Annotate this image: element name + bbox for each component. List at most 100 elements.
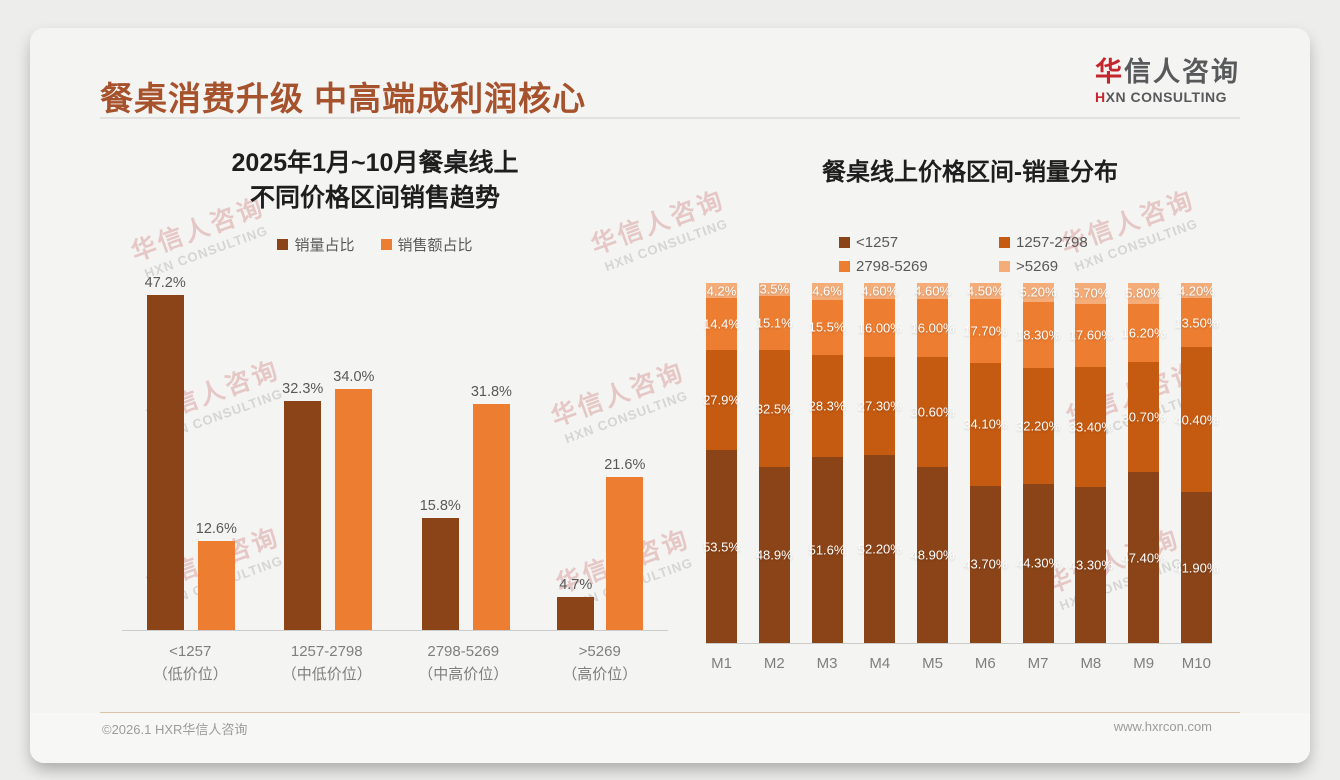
stacked-segment: 51.6%	[808, 457, 846, 643]
bar	[557, 596, 595, 630]
segment-value-label: 5.20%	[1019, 284, 1057, 300]
legend-swatch-dark-orange	[999, 237, 1010, 248]
segment-value-label: 4.60%	[914, 283, 951, 299]
bar-with-label: 47.2%	[145, 275, 186, 630]
legend-label: 销售额占比	[397, 237, 473, 254]
stacked-bar: 51.6% 28.3% 15.5% 4.6%	[808, 282, 846, 643]
segment-value-label: 4.20%	[1177, 283, 1215, 299]
month-label: M9	[1133, 655, 1155, 672]
footer-strip	[30, 713, 1310, 763]
stacked-segment: 15.5%	[808, 299, 846, 356]
stacked-bar: 43.30% 33.40% 17.60% 5.70%	[1069, 283, 1113, 643]
segment-value-label: 15.5%	[808, 319, 846, 335]
stacked-segment: 47.40%	[1122, 472, 1166, 643]
segment-value-label: 14.4%	[703, 316, 740, 332]
logo-chinese: 华信人咨询	[1095, 56, 1240, 88]
legend-label: >5269	[1016, 258, 1059, 275]
bar-with-label: 32.3%	[282, 381, 323, 630]
axis-category-sublabel: （中低价位）	[281, 666, 372, 684]
footer-copyright: ©2026.1 HXR华信人咨询	[102, 722, 248, 737]
month-label: M2	[763, 655, 785, 672]
bar-value-label: 4.7%	[559, 576, 593, 593]
month-label: M1	[711, 655, 732, 672]
stacked-bar: 43.70% 34.10% 17.70% 4.50%	[963, 283, 1007, 643]
segment-value-label: 43.70%	[963, 556, 1008, 572]
stacked-segment: 16.20%	[1122, 303, 1166, 362]
bar-with-label: 21.6%	[604, 457, 645, 630]
logo-en-red: H	[1095, 89, 1106, 105]
segment-value-label: 4.2%	[706, 283, 737, 299]
segment-value-label: 48.9%	[755, 547, 793, 563]
segment-value-label: 52.20%	[857, 541, 902, 557]
segment-value-label: 3.5%	[759, 281, 790, 297]
legend-item-gt5269: >5269	[999, 258, 1088, 275]
bar-value-label: 34.0%	[333, 368, 375, 385]
header-divider	[100, 117, 1240, 119]
legend-swatch-dark-brown	[277, 239, 289, 250]
legend-item-2798-5269: 2798-5269	[839, 258, 999, 275]
stacked-segment: 14.4%	[703, 298, 740, 351]
bar	[335, 388, 373, 630]
bar-value-label: 12.6%	[195, 520, 237, 537]
logo-en-rest: XN CONSULTING	[1105, 89, 1227, 105]
axis-category-sublabel: （高价位）	[562, 666, 638, 684]
bar	[146, 294, 184, 630]
axis-category-label: >5269 （高价位）	[532, 640, 669, 687]
footer-divider	[100, 712, 1240, 713]
bar-group: 32.3% 34.0%	[282, 369, 374, 630]
segment-value-label: 16.20%	[1121, 325, 1166, 341]
left-chart-x-axis: <1257 （低价位） 1257-2798 （中低价位） 2798-5269 （中高价位）…	[122, 640, 668, 687]
bar-with-label: 4.7%	[557, 576, 595, 630]
axis-category-sublabel: （中高价位）	[418, 666, 509, 684]
segment-value-label: 5.70%	[1072, 285, 1110, 301]
segment-value-label: 33.40%	[1068, 419, 1113, 435]
stacked-segment: 4.50%	[967, 283, 1004, 300]
stacked-segment: 17.60%	[1069, 303, 1113, 367]
segment-value-label: 51.6%	[808, 542, 846, 558]
right-chart-plot: 53.5% 27.9% 14.4% 4.2% 48.9% 32.5% 15.1% 3.5% 51…	[703, 281, 1218, 644]
bar-value-label: 47.2%	[144, 274, 186, 291]
segment-value-label: 17.70%	[963, 323, 1008, 339]
month-label: M10	[1181, 655, 1211, 672]
segment-value-label: 44.30%	[1016, 555, 1061, 571]
segment-value-label: 27.30%	[857, 398, 902, 414]
left-chart-title: 2025年1月~10月餐桌线上 不同价格区间销售趋势	[130, 146, 620, 216]
bar-group: 15.8% 31.8%	[420, 384, 512, 630]
stacked-segment: 32.20%	[1016, 367, 1060, 484]
stacked-segment: 27.30%	[858, 356, 902, 456]
legend-swatch-light-tan	[999, 261, 1010, 272]
stacked-segment: 4.6%	[811, 282, 843, 300]
footer-url: www.hxrcon.com	[1113, 719, 1212, 734]
legend-item-sales-volume-share: 销量占比	[277, 234, 355, 255]
stacked-segment: 30.70%	[1122, 361, 1166, 473]
stacked-segment: 32.5%	[756, 350, 793, 467]
logo-english: HXN CONSULTING	[1095, 88, 1240, 106]
month-label: M4	[869, 655, 891, 672]
segment-value-label: 17.60%	[1068, 327, 1113, 343]
legend-label: 2798-5269	[856, 258, 928, 275]
legend-swatch-orange	[380, 239, 392, 250]
segment-value-label: 18.30%	[1016, 327, 1061, 343]
month-label: M3	[816, 655, 838, 672]
stacked-segment: 43.70%	[963, 485, 1007, 643]
bar-with-label: 34.0%	[333, 369, 374, 630]
segment-value-label: 47.40%	[1121, 550, 1166, 566]
month-label: M6	[974, 655, 996, 672]
segment-value-label: 30.60%	[910, 404, 955, 420]
bar-group: 4.7% 21.6%	[557, 457, 645, 630]
company-logo: 华信人咨询 HXN CONSULTING	[1095, 56, 1240, 106]
bar-value-label: 31.8%	[470, 384, 512, 401]
bar-value-label: 32.3%	[282, 380, 324, 397]
slide: 华信人咨询 HXN CONSULTING 华信人咨询 HXN CONSULTING 华信…	[30, 28, 1310, 763]
left-chart-plot: 47.2% 12.6% 32.3% 34.0% 15.8% 31.8% 4.7% 21.6%	[122, 275, 668, 631]
legend-item-sales-value-share: 销售额占比	[380, 234, 473, 255]
stacked-segment: 48.90%	[911, 467, 955, 643]
stacked-segment: 17.70%	[963, 299, 1007, 363]
bar	[606, 476, 644, 630]
segment-value-label: 15.1%	[755, 315, 793, 331]
legend-swatch-orange	[839, 261, 850, 272]
bar	[284, 400, 322, 630]
stacked-segment: 30.60%	[911, 356, 955, 467]
stacked-segment: 4.2%	[706, 283, 737, 299]
legend-swatch-dark-brown	[839, 237, 850, 248]
